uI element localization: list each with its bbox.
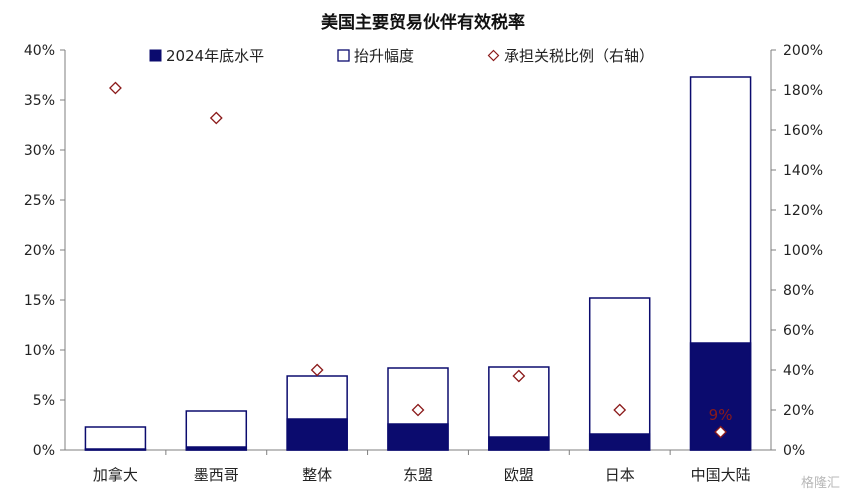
- y-right-tick-label: 60%: [783, 323, 814, 339]
- legend-label: 2024年底水平: [166, 47, 264, 65]
- y-right-tick-label: 180%: [783, 83, 823, 99]
- y-left-tick-label: 35%: [24, 93, 55, 109]
- legend-item: 2024年底水平: [149, 47, 264, 65]
- rate-data-label: 166%: [195, 92, 238, 110]
- legend-label: 承担关税比例（右轴）: [504, 47, 654, 65]
- rate-data-label: 37%: [502, 350, 535, 368]
- bar-base-2024: [488, 436, 550, 451]
- y-left-tick-label: 30%: [24, 143, 55, 159]
- x-category-label: 加拿大: [93, 466, 138, 484]
- legend-swatch-filled: [149, 49, 162, 62]
- legend-swatch-diamond: [487, 49, 500, 62]
- legend-item: 承担关税比例（右轴）: [487, 47, 654, 65]
- legend-item: 抬升幅度: [337, 47, 414, 65]
- rate-marker: [714, 425, 727, 439]
- y-left-tick-label: 5%: [33, 393, 55, 409]
- axes: 0% 5% 10% 15% 20% 25% 30% 35% 40% 0% 20% 40% 60% 80% 1…: [24, 43, 823, 484]
- y-right-tick-label: 160%: [783, 123, 823, 139]
- legend-label: 抬升幅度: [354, 47, 414, 65]
- y-left-tick-label: 0%: [33, 443, 55, 459]
- rate-data-label: 20%: [603, 384, 636, 402]
- y-left-tick-label: 10%: [24, 343, 55, 359]
- rate-marker: [613, 403, 627, 417]
- bar-base-2024: [588, 433, 651, 451]
- y-right-tick-label: 120%: [783, 203, 823, 219]
- y-right-tick-label: 80%: [783, 283, 814, 299]
- x-category-label: 欧盟: [504, 466, 534, 484]
- rate-marker: [411, 403, 425, 417]
- y-left-tick-label: 20%: [24, 243, 55, 259]
- bar-base-2024: [387, 423, 449, 451]
- rate-data-label: 20%: [401, 384, 434, 402]
- bar-increase: [588, 297, 651, 451]
- rate-marker: [512, 369, 526, 383]
- y-left-tick-label: 15%: [24, 293, 55, 309]
- x-category-label: 整体: [302, 466, 332, 484]
- y-left-tick-label: 40%: [24, 43, 55, 59]
- y-right-tick-label: 100%: [783, 243, 823, 259]
- y-right-tick-label: 20%: [783, 403, 814, 419]
- rate-data-label: 181%: [94, 62, 137, 80]
- rate-marker: [209, 111, 223, 125]
- bar-base-2024: [185, 446, 248, 451]
- bar-base-2024: [286, 418, 348, 451]
- legend: 2024年底水平 抬升幅度 承担关税比例（右轴）: [149, 47, 654, 65]
- x-category-label: 中国大陆: [691, 466, 751, 484]
- y-left-tick-label: 25%: [24, 193, 55, 209]
- markers: 181% 166% 40% 20% 37% 20% 9%: [94, 62, 733, 439]
- y-right-tick-label: 40%: [783, 363, 814, 379]
- bar-increase: [84, 426, 147, 451]
- legend-swatch-hollow: [337, 49, 350, 62]
- chart-title: 美国主要贸易伙伴有效税率: [321, 12, 525, 33]
- x-category-label: 东盟: [403, 466, 433, 484]
- rate-marker: [109, 81, 122, 95]
- watermark: 格隆汇: [800, 476, 840, 491]
- x-category-label: 日本: [605, 466, 635, 484]
- rate-marker: [310, 363, 324, 377]
- y-right-tick-label: 0%: [783, 443, 805, 459]
- y-right-tick-label: 200%: [783, 43, 823, 59]
- rate-data-label: 9%: [709, 406, 733, 424]
- rate-data-label: 40%: [300, 344, 333, 362]
- bar-base-2024: [84, 448, 147, 451]
- y-right-tick-label: 140%: [783, 163, 823, 179]
- bar-increase: [185, 410, 248, 451]
- x-category-label: 墨西哥: [194, 466, 239, 484]
